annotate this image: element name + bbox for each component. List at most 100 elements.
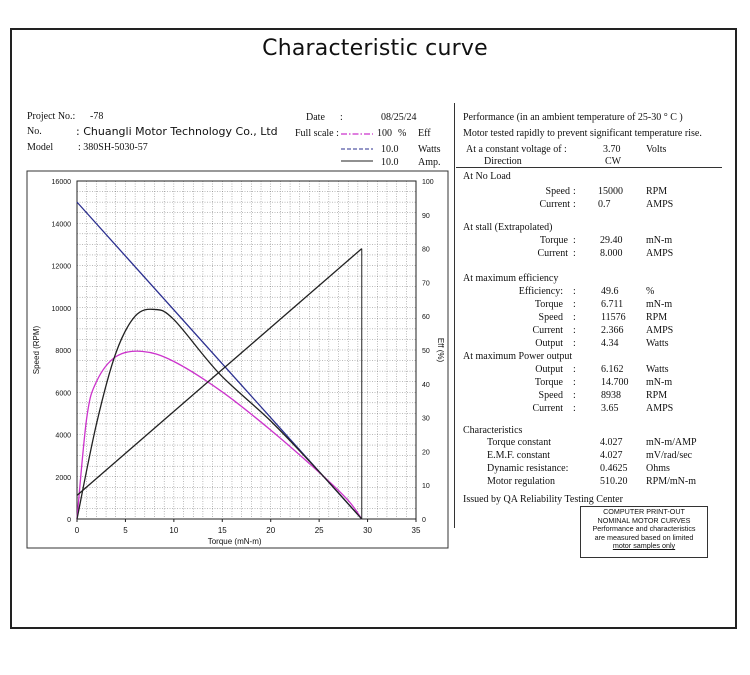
row-value: 4.34 [601,338,619,349]
date-label: Date [306,112,325,123]
x-tick-label: 10 [169,526,178,535]
amp-name: Amp. [418,157,441,168]
date-value: 08/25/24 [381,112,417,123]
watts-name: Watts [418,144,441,155]
voltage-label: At a constant voltage of : [466,144,567,155]
y2-tick-label: 0 [422,517,426,524]
chart-outer-box [26,170,449,549]
y-tick-label: 12000 [52,264,72,271]
row-colon: : [573,325,576,336]
row-label: E.M.F. constant [487,450,551,461]
row-value: 8.000 [600,248,623,259]
row-value: 6.162 [601,364,624,375]
report-frame [10,28,737,629]
y-axis-label: Speed (RPM) [32,325,41,374]
page-title: Characteristic curve [262,36,488,61]
perf-subheading: Motor tested rapidly to prevent signific… [463,128,702,139]
row-label: Torque [539,235,568,246]
perf-heading: Performance (in an ambient temperature o… [463,112,683,123]
section-title-characteristics: Characteristics [463,425,523,436]
series-current-line [76,248,363,496]
y-tick-label: 16000 [52,179,72,186]
y2-tick-label: 60 [422,314,430,321]
y2-axis-label: Eff (%) [436,338,445,363]
note-line4: are measured based on limited [594,532,694,542]
x-axis-label: Torque (mN-m) [208,537,262,546]
row-colon: : [573,403,576,414]
row-value: 0.7 [598,199,611,210]
note-line3: Performance and characteristics [592,524,696,534]
series-output-line [76,308,363,520]
row-label: Current [532,325,563,336]
panel-divider [454,103,455,528]
row-value: 4.027 [600,450,623,461]
row-label: Output [535,364,563,375]
section-title-no_load: At No Load [463,171,511,182]
row-colon: : [573,338,576,349]
row-unit: mN-m [646,377,673,388]
y-tick-label: 4000 [55,433,71,440]
watts-scale: 10.0 [381,144,399,155]
section-title-max_eff: At maximum efficiency [463,273,559,284]
section-title-max_power: At maximum Power output [463,351,573,362]
row-value: 4.027 [600,437,623,448]
x-tick-label: 35 [412,526,421,535]
y-tick-label: 10000 [52,306,72,313]
note-line5: motor samples only [612,541,676,551]
row-unit: mN-m/AMP [646,437,697,448]
issued-by: Issued by QA Reliability Testing Center [463,494,623,505]
row-unit: mV/rad/sec [646,450,693,461]
row-label: Torque [534,377,563,388]
disclaimer-box: COMPUTER PRINT-OUT NOMINAL MOTOR CURVES … [580,506,708,558]
row-label: Efficiency: [518,286,563,297]
row-unit: % [646,286,655,297]
y-tick-label: 8000 [55,348,71,355]
y2-tick-label: 50 [422,348,430,355]
y2-tick-label: 100 [422,179,434,186]
voltage-value: 3.70 [603,144,621,155]
row-colon: : [573,199,576,210]
row-colon: : [573,390,576,401]
row-unit: AMPS [646,403,674,414]
row-value: 0.4625 [600,463,628,474]
note-line1: COMPUTER PRINT-OUT [603,507,685,516]
y2-tick-label: 90 [422,213,430,220]
y2-tick-label: 70 [422,280,430,287]
row-colon: : [573,312,576,323]
y-tick-label: 0 [67,517,71,524]
fullscale-label: Full scale : [295,128,339,139]
watts-legend-line [341,148,373,150]
row-unit: AMPS [646,325,674,336]
x-tick-label: 0 [75,526,80,535]
y-tick-label: 14000 [52,221,72,228]
x-tick-label: 5 [123,526,128,535]
row-value: 3.65 [601,403,619,414]
voltage-unit: Volts [646,144,667,155]
x-tick-label: 25 [315,526,324,535]
direction-label: Direction [484,156,522,167]
eff-scale: 100 [377,128,392,139]
eff-unit: % [398,128,407,139]
row-colon: : [573,235,576,246]
y2-tick-label: 20 [422,449,430,456]
y2-tick-label: 80 [422,247,430,254]
no-label: No. [27,126,42,137]
date-colon: : [340,112,343,123]
row-value: 29.40 [600,235,623,246]
row-colon: : [573,299,576,310]
row-unit: mN-m [646,235,673,246]
row-label: Motor regulation [487,476,556,487]
row-unit: RPM [646,390,668,401]
row-colon: : [573,186,576,197]
amp-scale: 10.0 [381,157,399,168]
row-colon: : [573,377,576,388]
row-value: 2.366 [601,325,624,336]
amp-legend-line [341,160,373,162]
row-colon: : [573,248,576,259]
row-label: Speed [538,312,563,323]
row-value: 11576 [601,312,626,323]
y-tick-label: 6000 [55,390,71,397]
project-label: Project No.: [27,111,76,122]
y2-tick-label: 30 [422,416,430,423]
row-unit: RPM/mN-m [646,476,697,487]
